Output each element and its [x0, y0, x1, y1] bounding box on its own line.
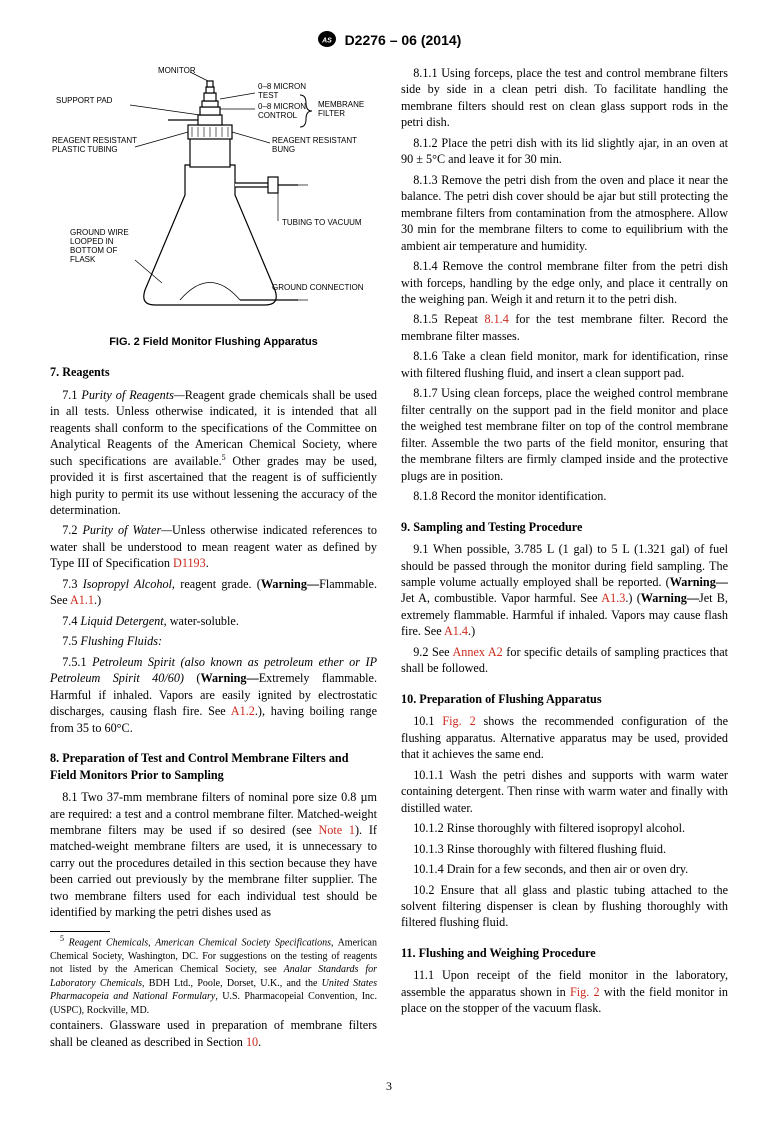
para-9-1: 9.1 When possible, 3.785 L (1 gal) to 5 …: [401, 541, 728, 640]
para-10-1: 10.1 Fig. 2 shows the recommended config…: [401, 713, 728, 762]
para-8-1-5: 8.1.5 Repeat 8.1.4 for the test membrane…: [401, 311, 728, 344]
svg-text:REAGENT RESISTANTPLASTIC TUBIN: REAGENT RESISTANTPLASTIC TUBING: [52, 136, 137, 154]
svg-text:SUPPORT PAD: SUPPORT PAD: [56, 96, 113, 105]
para-7-5-1: 7.5.1 Petroleum Spirit (also known as pe…: [50, 654, 377, 736]
content-columns: MONITOR SUPPORT PAD 0–8 MICRONTEST 0–8 M…: [50, 65, 728, 1050]
section-9-title: 9. Sampling and Testing Procedure: [401, 519, 728, 535]
section-8-title: 8. Preparation of Test and Control Membr…: [50, 750, 377, 783]
para-8-1-8: 8.1.8 Record the monitor identification.: [401, 488, 728, 504]
para-8-1-4: 8.1.4 Remove the control membrane filter…: [401, 258, 728, 307]
section-7-title: 7. Reagents: [50, 364, 377, 380]
section-11-title: 11. Flushing and Weighing Procedure: [401, 945, 728, 961]
svg-text:TUBING TO VACUUM: TUBING TO VACUUM: [282, 218, 362, 227]
para-10-1-1: 10.1.1 Wash the petri dishes and support…: [401, 767, 728, 816]
footnote-5: 5 Reagent Chemicals, American Chemical S…: [50, 934, 377, 1017]
para-10-1-3: 10.1.3 Rinse thoroughly with filtered fl…: [401, 841, 728, 857]
para-8-1-2: 8.1.2 Place the petri dish with its lid …: [401, 135, 728, 168]
svg-text:MONITOR: MONITOR: [158, 66, 196, 75]
para-8-1-6: 8.1.6 Take a clean field monitor, mark f…: [401, 348, 728, 381]
figure-2: MONITOR SUPPORT PAD 0–8 MICRONTEST 0–8 M…: [50, 65, 377, 350]
astm-logo: AS: [317, 30, 337, 53]
designation: D2276 – 06 (2014): [345, 32, 462, 48]
page-number: 3: [50, 1078, 728, 1094]
svg-text:AS: AS: [321, 38, 332, 45]
para-8-1-3: 8.1.3 Remove the petri dish from the ove…: [401, 172, 728, 254]
para-10-2: 10.2 Ensure that all glass and plastic t…: [401, 882, 728, 931]
svg-text:REAGENT RESISTANTBUNG: REAGENT RESISTANTBUNG: [272, 136, 357, 154]
para-9-2: 9.2 See Annex A2 for specific details of…: [401, 644, 728, 677]
footnote-block: 5 Reagent Chemicals, American Chemical S…: [50, 931, 377, 1017]
para-11-1: 11.1 Upon receipt of the field monitor i…: [401, 967, 728, 1016]
para-7-5: 7.5 Flushing Fluids:: [50, 633, 377, 649]
para-10-1-4: 10.1.4 Drain for a few seconds, and then…: [401, 861, 728, 877]
para-7-1: 7.1 Purity of Reagents—Reagent grade che…: [50, 387, 377, 519]
svg-text:0–8 MICRONCONTROL: 0–8 MICRONCONTROL: [258, 102, 306, 120]
svg-text:0–8 MICRONTEST: 0–8 MICRONTEST: [258, 82, 306, 100]
para-10-1-2: 10.1.2 Rinse thoroughly with filtered is…: [401, 820, 728, 836]
para-8-1: 8.1 Two 37-mm membrane filters of nomina…: [50, 789, 377, 921]
figure-caption: FIG. 2 Field Monitor Flushing Apparatus: [50, 335, 377, 350]
svg-text:MEMBRANEFILTER: MEMBRANEFILTER: [318, 100, 364, 118]
para-8-1-cont: containers. Glassware used in preparatio…: [50, 1017, 377, 1050]
svg-text:GROUND CONNECTION: GROUND CONNECTION: [272, 283, 364, 292]
para-7-3: 7.3 Isopropyl Alcohol, reagent grade. (W…: [50, 576, 377, 609]
para-8-1-7: 8.1.7 Using clean forceps, place the wei…: [401, 385, 728, 484]
para-7-2: 7.2 Purity of Water—Unless otherwise ind…: [50, 522, 377, 571]
para-8-1-1: 8.1.1 Using forceps, place the test and …: [401, 65, 728, 131]
svg-text:GROUND WIRELOOPED INBOTTOM OFF: GROUND WIRELOOPED INBOTTOM OFFLASK: [70, 228, 129, 264]
apparatus-diagram: MONITOR SUPPORT PAD 0–8 MICRONTEST 0–8 M…: [50, 65, 370, 325]
footnote-rule: [50, 931, 110, 932]
section-10-title: 10. Preparation of Flushing Apparatus: [401, 691, 728, 707]
para-7-4: 7.4 Liquid Detergent, water-soluble.: [50, 613, 377, 629]
page-header: AS D2276 – 06 (2014): [50, 30, 728, 53]
